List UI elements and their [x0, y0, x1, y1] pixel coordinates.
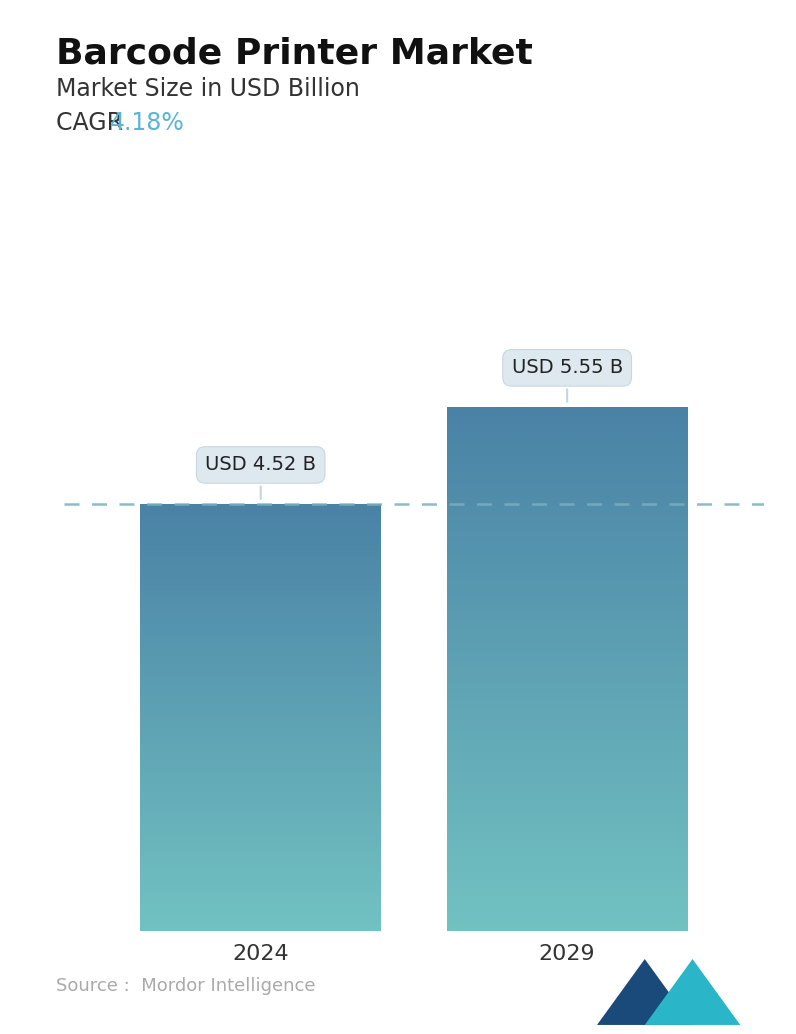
Polygon shape — [597, 960, 693, 1025]
Text: Source :  Mordor Intelligence: Source : Mordor Intelligence — [56, 977, 315, 995]
Text: CAGR: CAGR — [56, 111, 131, 134]
Text: USD 4.52 B: USD 4.52 B — [205, 455, 316, 498]
Text: Market Size in USD Billion: Market Size in USD Billion — [56, 77, 360, 100]
Text: 4.18%: 4.18% — [110, 111, 185, 134]
Text: USD 5.55 B: USD 5.55 B — [512, 359, 622, 402]
Polygon shape — [645, 960, 740, 1025]
Text: Barcode Printer Market: Barcode Printer Market — [56, 36, 533, 70]
